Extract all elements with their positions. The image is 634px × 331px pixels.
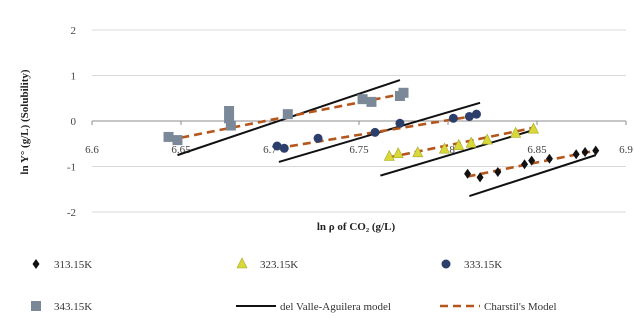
x-tick-label: 6.6 [85,144,99,156]
point-diamond [545,153,553,164]
point-diamond [476,172,484,183]
point-square [366,96,377,107]
point-square [357,94,368,105]
point-triangle [412,146,424,158]
point-square [225,120,236,131]
y-tick-label: 0 [71,116,77,128]
legend-label: 323.15K [260,259,298,271]
data-points [163,87,600,183]
point-triangle [465,136,477,148]
point-square [224,113,235,124]
point-square [282,109,293,120]
point-square [398,87,409,98]
point-triangle [510,126,522,138]
point-diamond [581,146,589,157]
point-square [224,105,235,116]
y-tick-label: -2 [67,207,76,219]
charstil-line [388,126,534,159]
x-tick-label: 6.85 [527,144,547,156]
legend-label: 313.15K [54,259,92,271]
valle-aguilera-line [469,154,597,198]
point-circle [464,111,474,121]
point-circle [370,127,380,137]
point-square [172,135,183,146]
point-diamond [494,166,502,177]
point-circle [471,109,481,119]
point-triangle [481,133,493,145]
point-diamond [464,168,472,179]
point-triangle [527,122,539,134]
point-triangle [392,147,404,159]
y-axis-title: ln Y° (g/L) (Solubility) [19,69,31,174]
point-circle [313,133,323,143]
legend-marker-triangle [236,257,248,269]
point-circle [279,143,289,153]
legend-marker-circle [441,259,451,269]
x-tick-label: 6.9 [619,144,633,156]
legend-label: Charstil's Model [484,301,557,313]
y-tick-label: -1 [67,162,76,174]
point-triangle [383,149,395,161]
point-circle [272,141,282,151]
legend-label: del Valle-Aguilera model [280,301,391,313]
legend-marker-square [31,301,41,311]
point-circle [395,118,405,128]
valle-aguilera-line [380,129,534,177]
point-circle [448,113,458,123]
point-triangle [438,142,450,154]
x-axis-title: ln ρ of CO₂ (g/L) [317,221,396,233]
y-tick-label: 2 [71,25,77,37]
point-diamond [592,145,600,156]
point-diamond [528,155,536,166]
point-diamond [572,149,580,160]
legend: 313.15K 323.15K 333.15K 343.15K del Valle-Ag… [31,257,557,313]
legend-marker-diamond [32,259,40,269]
legend-label: 343.15K [54,301,92,313]
point-diamond [521,159,529,170]
legend-label: 333.15K [464,259,502,271]
x-tick-label: 6.75 [349,144,369,156]
point-square [163,131,174,142]
y-tick-label: 1 [71,71,77,83]
charstil-line [276,114,477,150]
point-triangle [453,138,465,150]
